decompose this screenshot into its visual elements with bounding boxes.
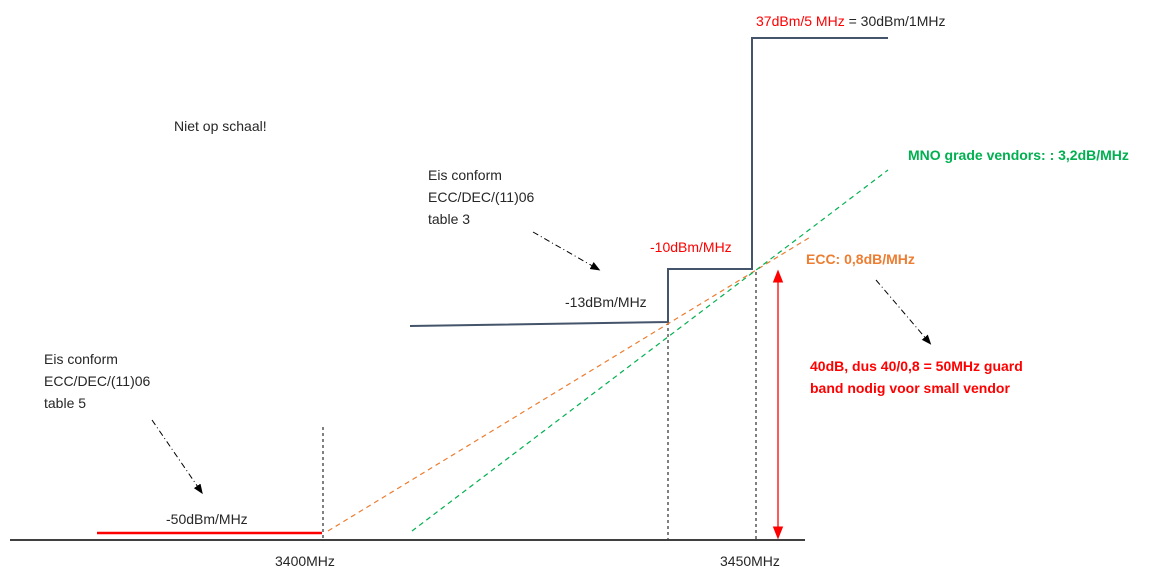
requirement-table3-line1: Eis conform bbox=[428, 167, 502, 183]
top-level-label: 37dBm/5 MHz = 30dBm/1MHz bbox=[756, 13, 945, 29]
minus10-level-label: -10dBm/MHz bbox=[650, 239, 732, 255]
requirement-table3-line3: table 3 bbox=[428, 211, 470, 227]
top-level-red-part: 37dBm/5 MHz bbox=[756, 13, 845, 29]
top-level-equivalent-part: = 30dBm/1MHz bbox=[845, 13, 946, 29]
freq-3450-label: 3450MHz bbox=[720, 553, 780, 569]
guard-band-note-line1: 40dB, dus 40/0,8 = 50MHz guard bbox=[810, 358, 1023, 374]
emission-mask-line bbox=[409, 37, 888, 327]
minus13-level-label: -13dBm/MHz bbox=[565, 294, 647, 310]
pointer-table5 bbox=[151, 419, 203, 495]
requirement-table3-line2: ECC/DEC/(11)06 bbox=[428, 189, 535, 205]
pointer-guard bbox=[875, 279, 932, 345]
pointer-table3 bbox=[532, 231, 601, 271]
mno-slope-line bbox=[411, 169, 889, 532]
ecc-slope-line bbox=[327, 235, 813, 532]
guard-band-note-line2: band nodig voor small vendor bbox=[810, 380, 1010, 396]
mno-slope-label: MNO grade vendors: : 3,2dB/MHz bbox=[908, 147, 1129, 163]
freq-3400-label: 3400MHz bbox=[275, 553, 335, 569]
ecc-slope-label: ECC: 0,8dB/MHz bbox=[806, 251, 915, 267]
not-to-scale-note: Niet op schaal! bbox=[174, 118, 267, 134]
requirement-table5-line2: ECC/DEC/(11)06 bbox=[44, 373, 151, 389]
minus50-level-label: -50dBm/MHz bbox=[166, 511, 248, 527]
requirement-table5-line3: table 5 bbox=[44, 395, 86, 411]
requirement-table5-line1: Eis conform bbox=[44, 351, 118, 367]
